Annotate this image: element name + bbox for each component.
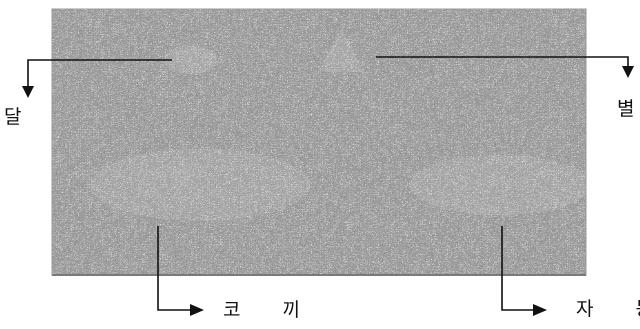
moon-arrow	[22, 59, 172, 98]
arrow-down-icon	[622, 66, 634, 78]
car-label: 자 동	[576, 298, 640, 320]
arrow-down-icon	[22, 86, 34, 98]
star-arrow	[376, 56, 634, 78]
moon-label: 달	[4, 106, 22, 128]
arrow-right-icon	[190, 304, 204, 316]
arrow-right-icon	[533, 304, 547, 316]
noise-pattern-image	[51, 8, 590, 276]
elephant-arrow	[157, 226, 204, 316]
car-arrow	[501, 226, 547, 316]
star-label: 별	[617, 98, 635, 120]
elephant-label: 코 끼	[223, 299, 318, 321]
